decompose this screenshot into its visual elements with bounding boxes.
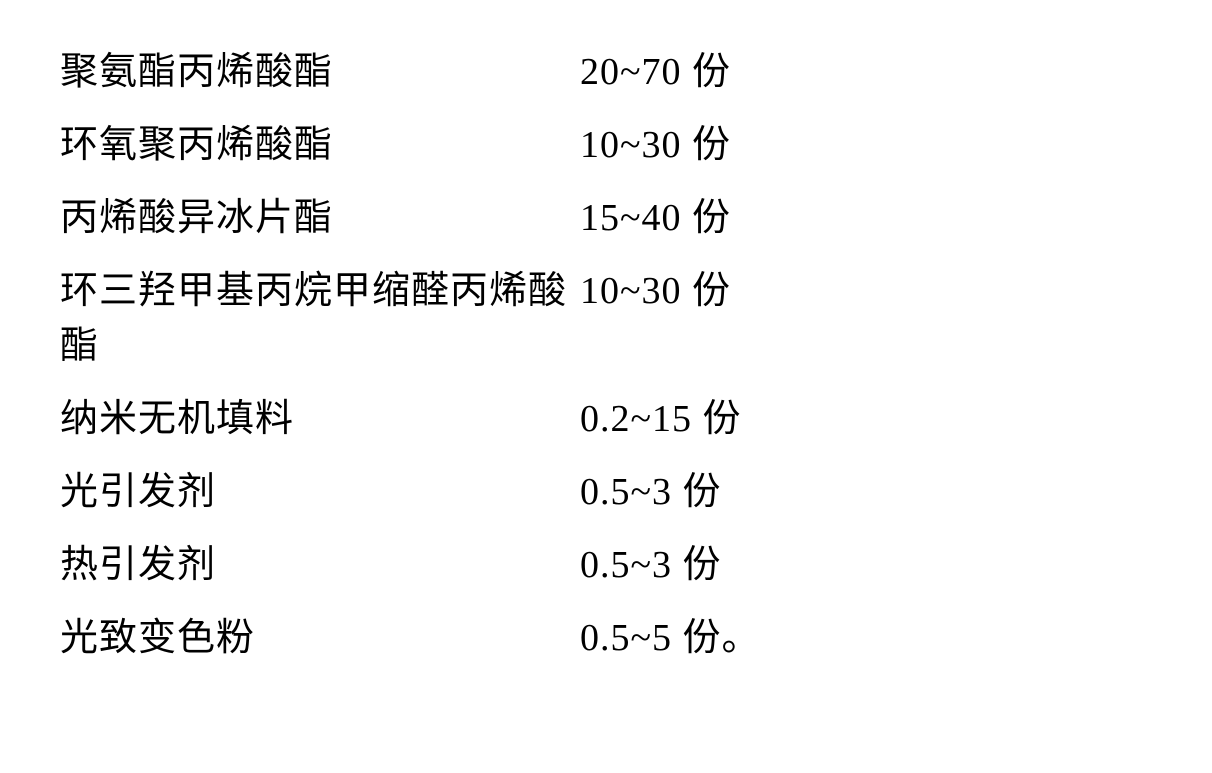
ingredient-label: 环氧聚丙烯酸酯 [60, 113, 580, 168]
ingredient-label: 热引发剂 [60, 533, 580, 588]
list-row: 环氧聚丙烯酸酯 10~30 份 [60, 113, 1152, 168]
ingredient-value: 0.5~3 份 [580, 460, 722, 515]
ingredient-value: 0.5~3 份 [580, 533, 722, 588]
ingredient-label: 光致变色粉 [60, 606, 580, 661]
ingredient-label: 光引发剂 [60, 460, 580, 515]
ingredient-value: 0.2~15 份 [580, 387, 742, 442]
list-row: 热引发剂 0.5~3 份 [60, 533, 1152, 588]
ingredient-value: 0.5~5 份。 [580, 606, 761, 661]
ingredient-value: 10~30 份 [580, 259, 731, 314]
list-row: 环三羟甲基丙烷甲缩醛丙烯酸酯 10~30 份 [60, 259, 1152, 369]
ingredient-label: 丙烯酸异冰片酯 [60, 186, 580, 241]
list-row: 丙烯酸异冰片酯 15~40 份 [60, 186, 1152, 241]
ingredient-value: 15~40 份 [580, 186, 731, 241]
ingredient-label: 环三羟甲基丙烷甲缩醛丙烯酸酯 [60, 259, 580, 369]
ingredients-list: 聚氨酯丙烯酸酯 20~70 份 环氧聚丙烯酸酯 10~30 份 丙烯酸异冰片酯 … [60, 40, 1152, 661]
ingredient-label: 纳米无机填料 [60, 387, 580, 442]
list-row: 纳米无机填料 0.2~15 份 [60, 387, 1152, 442]
list-row: 聚氨酯丙烯酸酯 20~70 份 [60, 40, 1152, 95]
ingredient-value: 20~70 份 [580, 40, 731, 95]
list-row: 光引发剂 0.5~3 份 [60, 460, 1152, 515]
ingredient-label: 聚氨酯丙烯酸酯 [60, 40, 580, 95]
ingredient-value: 10~30 份 [580, 113, 731, 168]
list-row: 光致变色粉 0.5~5 份。 [60, 606, 1152, 661]
